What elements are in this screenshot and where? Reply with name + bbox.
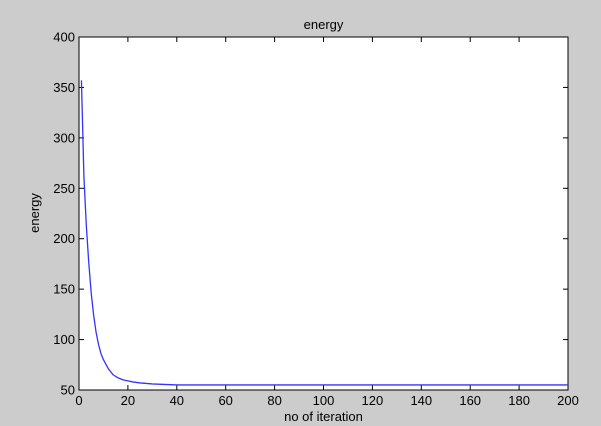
x-tick-label: 200: [557, 393, 579, 408]
x-tick-label: 120: [362, 393, 384, 408]
x-tick-label: 80: [267, 393, 281, 408]
plot-area: [78, 36, 569, 391]
y-axis-label: energy: [27, 193, 42, 233]
y-tick-labels: 50 100 150 200 250 300 350 400: [53, 30, 75, 398]
chart-title: energy: [304, 17, 344, 32]
x-tick-label: 100: [313, 393, 335, 408]
y-tick-label: 150: [53, 282, 75, 297]
y-tick-label: 50: [61, 383, 75, 398]
x-tick-label: 40: [170, 393, 184, 408]
tick-marks: [78, 36, 569, 391]
x-tick-label: 60: [218, 393, 232, 408]
x-tick-labels: 0 20 40 60 80 100 120 140 160 180 200: [75, 393, 578, 408]
x-tick-label: 20: [121, 393, 135, 408]
x-axis-label: no of iteration: [284, 409, 363, 424]
x-tick-label: 160: [459, 393, 481, 408]
x-tick-label: 180: [508, 393, 530, 408]
y-tick-label: 250: [53, 181, 75, 196]
y-tick-label: 100: [53, 332, 75, 347]
x-tick-label: 140: [410, 393, 432, 408]
y-tick-label: 200: [53, 231, 75, 246]
y-tick-label: 350: [53, 80, 75, 95]
energy-series-line: [80, 80, 568, 386]
x-tick-label: 0: [75, 393, 82, 408]
series-layer: [80, 80, 568, 386]
y-tick-label: 300: [53, 130, 75, 145]
y-tick-label: 400: [53, 30, 75, 45]
